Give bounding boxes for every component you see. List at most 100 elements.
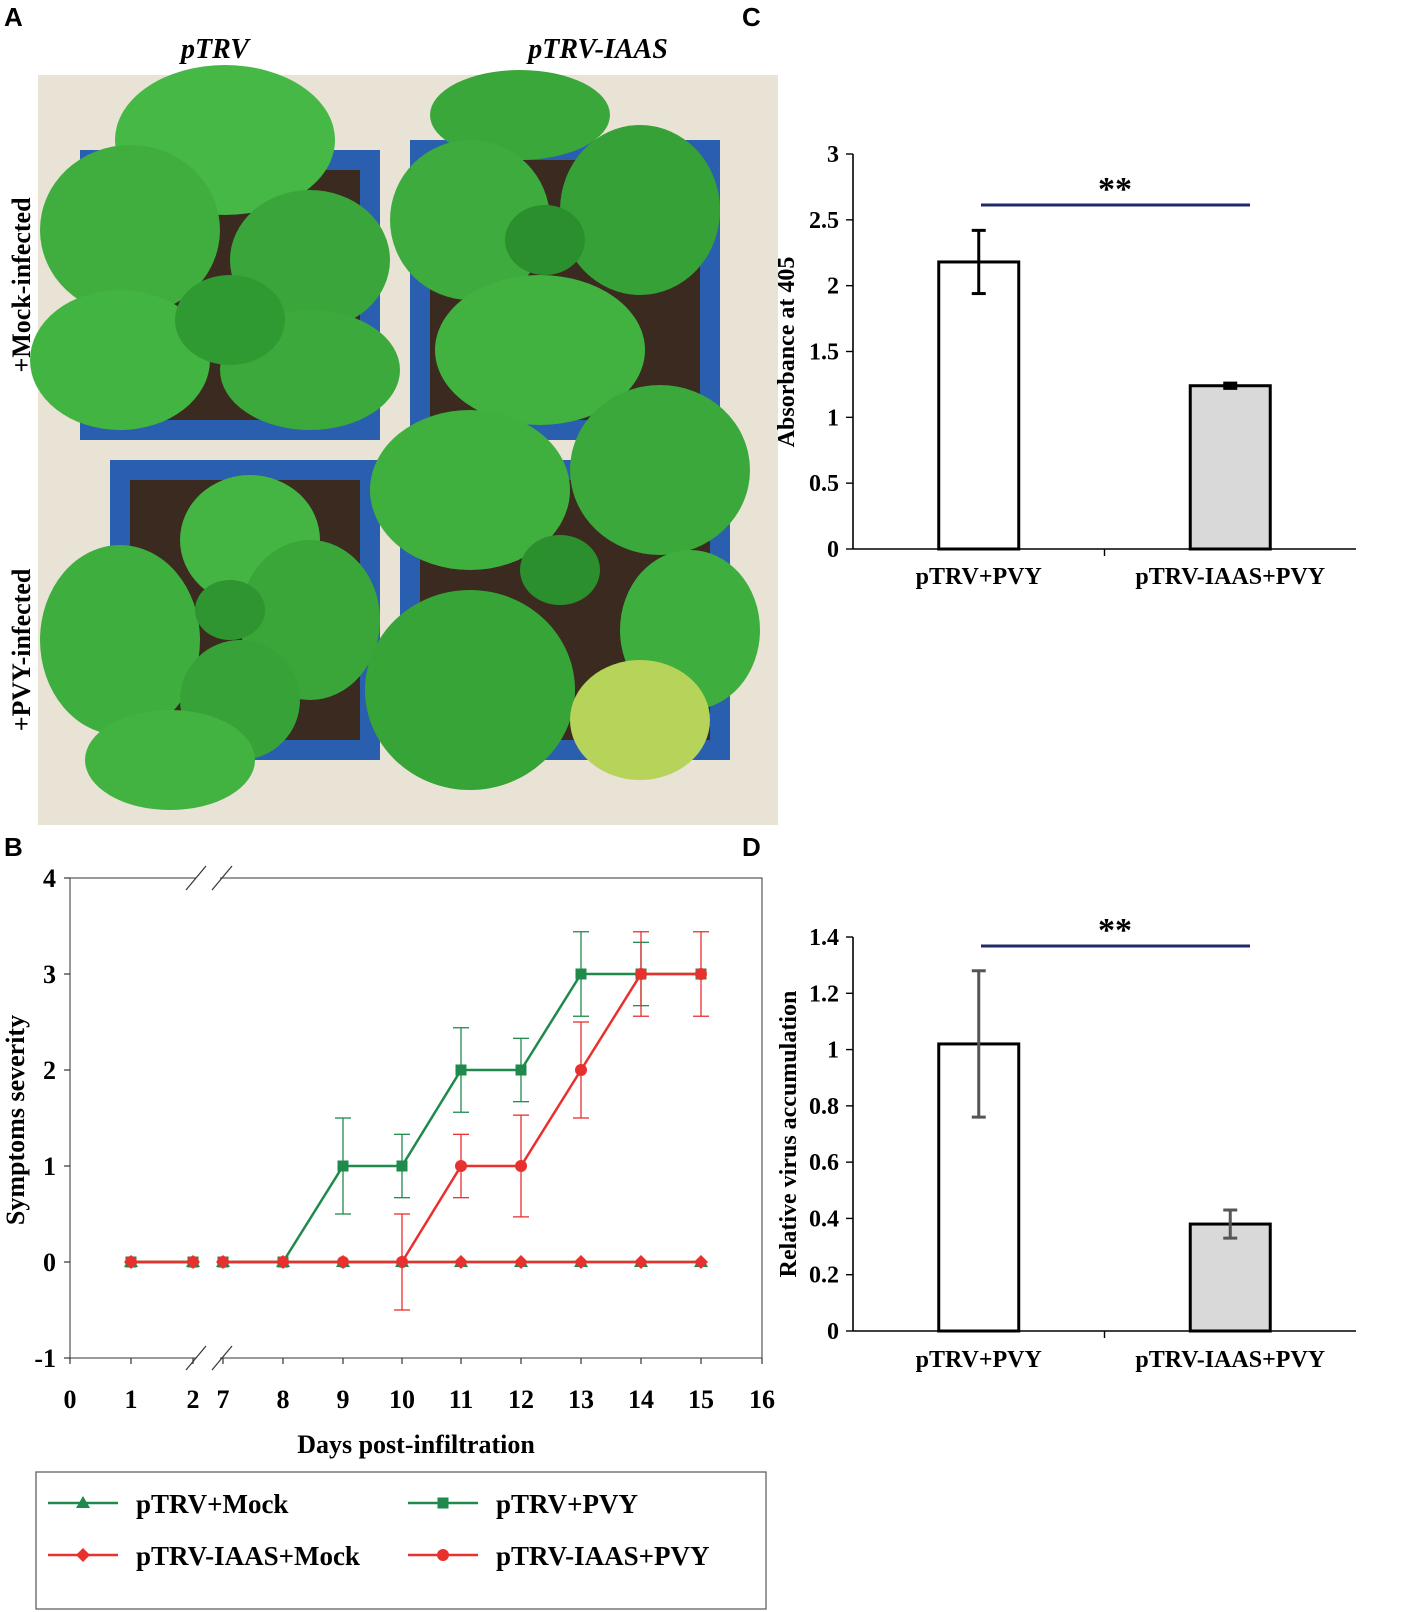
data-point (575, 1064, 587, 1076)
plant-top-left (30, 65, 400, 430)
legend-frame (35, 1471, 767, 1610)
x-tick-label: 10 (389, 1385, 415, 1414)
x-tick-label: 7 (217, 1385, 230, 1414)
x-tick-label: 0 (64, 1385, 77, 1414)
y-tick-label: 0.5 (809, 471, 839, 497)
x-tick-label: 8 (277, 1385, 290, 1414)
panel-label-c: C (742, 2, 761, 32)
y-tick-label: 3 (43, 960, 56, 989)
y-tick-label: 1.2 (809, 981, 839, 1007)
category-label: pTRV-IAAS+PVY (1135, 564, 1325, 590)
x-tick-label: 11 (449, 1385, 474, 1414)
axis-break-gap (196, 1355, 220, 1361)
leaf (365, 590, 575, 790)
y-tick-label: 0 (827, 537, 839, 563)
y-tick-label: 0.2 (809, 1263, 839, 1289)
data-point (455, 1064, 467, 1076)
leaf (40, 145, 220, 315)
legend-marker (437, 1549, 449, 1561)
data-point (575, 968, 587, 980)
x-tick-label: 2 (187, 1385, 200, 1414)
axis-break-gap (196, 875, 220, 881)
legend-label: pTRV+PVY (496, 1489, 638, 1519)
leaf (30, 290, 210, 430)
leaf (195, 580, 265, 640)
panel-label-a: A (4, 2, 23, 32)
data-point (216, 1255, 230, 1269)
x-tick-label: 16 (749, 1385, 775, 1414)
significance-marker: ** (1098, 171, 1132, 208)
data-point (514, 1255, 528, 1269)
virus-accumulation-bar-chart: 0 0.2 0.4 0.6 0.8 1 1.2 1.4 pTRV+PVY pTRV-IAAS+PV… (776, 912, 1356, 1373)
x-tick-label: 1 (125, 1385, 138, 1414)
data-point (694, 1255, 708, 1269)
data-point (337, 1160, 349, 1172)
series-line (223, 972, 701, 1264)
data-point (515, 1064, 527, 1076)
legend-marker (76, 1548, 90, 1562)
y-tick-label: 0.4 (809, 1206, 839, 1232)
absorbance-bar-chart: 0 0.5 1 1.5 2 2.5 3 pTRV+PVY pTRV-IAAS+PVY Absorb… (774, 142, 1356, 590)
data-point (186, 1255, 200, 1269)
series-line (223, 972, 701, 1264)
data-point (276, 1255, 290, 1269)
line-chart-legend: pTRV+Mock pTRV+PVY pTRV-IAAS+Mock pTRV-IAAS… (35, 1471, 767, 1610)
leaf (175, 275, 285, 365)
x-tick-label: 13 (568, 1385, 594, 1414)
leaf (560, 125, 720, 295)
y-axis-label: Symptoms severity (1, 1015, 30, 1225)
category-label: pTRV+PVY (916, 1347, 1042, 1373)
plant-top-right (390, 70, 720, 425)
y-tick-label: 0.8 (809, 1094, 839, 1120)
y-tick-label: -1 (34, 1344, 56, 1373)
y-tick-label: 1.5 (809, 340, 839, 366)
leaf (370, 410, 570, 570)
y-tick-label: 0.6 (809, 1150, 839, 1176)
x-tick-label: 14 (628, 1385, 654, 1414)
leaf (40, 545, 200, 735)
x-axis-label: Days post-infiltration (297, 1430, 535, 1459)
data-point (455, 1160, 467, 1172)
plot-frame (69, 877, 763, 1359)
y-tick-label: 0 (43, 1248, 56, 1277)
series-ptrv-iaas-mock (124, 1255, 708, 1269)
leaf (390, 140, 550, 300)
data-point (515, 1160, 527, 1172)
data-point (634, 1255, 648, 1269)
photo-row-label-pvy: +PVY-infected (7, 568, 36, 731)
significance-marker: ** (1098, 912, 1132, 949)
panel-label-d: D (742, 832, 761, 862)
data-point (695, 968, 707, 980)
y-axis-label: Relative virus accumulation (776, 991, 802, 1278)
y-tick-label: 3 (827, 142, 839, 168)
leaf (570, 385, 750, 555)
legend-label: pTRV-IAAS+Mock (136, 1541, 360, 1571)
bar (1188, 1222, 1272, 1333)
leaf (505, 205, 585, 275)
leaf (520, 535, 600, 605)
photo-col-label-ptrv-iaas: pTRV-IAAS (526, 34, 668, 65)
y-tick-label: 2 (827, 274, 839, 300)
plant-photo: pTRV pTRV-IAAS +Mock-infected +PVY-infec… (7, 34, 778, 825)
panel-label-b: B (4, 832, 23, 862)
x-tick-label: 12 (508, 1385, 534, 1414)
plant-bottom-right (365, 385, 760, 790)
data-point (336, 1255, 350, 1269)
bar (937, 260, 1021, 551)
leaf (570, 660, 710, 780)
legend-label: pTRV+Mock (136, 1489, 288, 1519)
legend-label: pTRV-IAAS+PVY (496, 1541, 709, 1571)
data-point (396, 1160, 408, 1172)
photo-row-label-mock: +Mock-infected (7, 197, 36, 373)
data-point (124, 1255, 138, 1269)
x-tick-label: 15 (688, 1385, 714, 1414)
leaf (435, 275, 645, 425)
y-tick-label: 2.5 (809, 208, 839, 234)
y-tick-label: 1 (43, 1152, 56, 1181)
axis-break-mark (211, 865, 233, 891)
photo-col-label-ptrv: pTRV (179, 34, 251, 65)
y-tick-label: 4 (43, 864, 56, 893)
category-label: pTRV-IAAS+PVY (1135, 1347, 1325, 1373)
